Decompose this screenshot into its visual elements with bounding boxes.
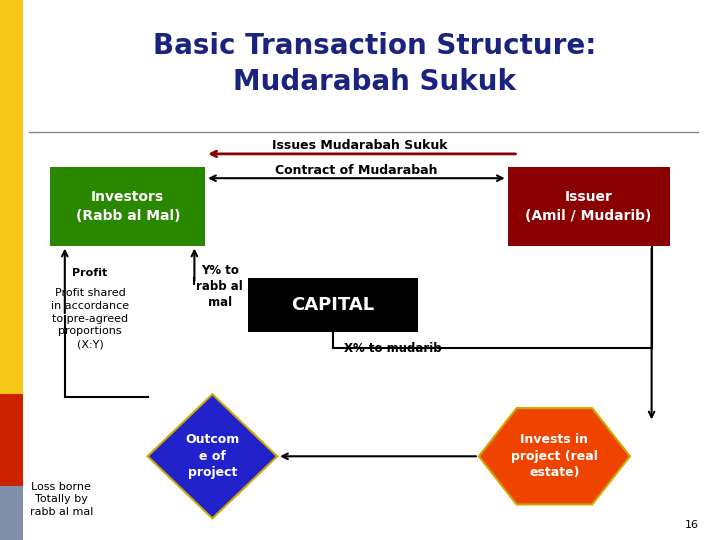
Bar	[50, 167, 205, 246]
Bar	[0, 486, 23, 540]
Text: Basic Transaction Structure:: Basic Transaction Structure:	[153, 32, 596, 60]
Text: Invests in
project (real
estate): Invests in project (real estate)	[511, 433, 598, 480]
Text: 16: 16	[685, 520, 698, 530]
Bar	[248, 278, 418, 332]
Text: Contract of Mudarabah: Contract of Mudarabah	[275, 164, 438, 177]
Text: Investors
(Rabb al Mal): Investors (Rabb al Mal)	[76, 190, 180, 224]
Text: CAPITAL: CAPITAL	[292, 296, 374, 314]
Polygon shape	[479, 408, 630, 504]
Text: Issues Mudarabah Sukuk: Issues Mudarabah Sukuk	[272, 139, 448, 152]
Polygon shape	[148, 394, 277, 518]
Bar	[0, 394, 23, 486]
Text: Loss borne
Totally by
rabb al mal: Loss borne Totally by rabb al mal	[30, 482, 93, 517]
Text: X% to mudarib: X% to mudarib	[343, 342, 441, 355]
Text: Profit shared
in accordance
to pre-agreed
proportions
(X:Y): Profit shared in accordance to pre-agree…	[51, 288, 129, 349]
Text: Issuer
(Amil / Mudarib): Issuer (Amil / Mudarib)	[526, 190, 652, 224]
Bar	[0, 0, 23, 394]
Bar	[508, 167, 670, 246]
Text: Y% to
rabb al
mal: Y% to rabb al mal	[197, 264, 243, 309]
Text: Profit: Profit	[73, 268, 107, 278]
Text: Outcom
e of
project: Outcom e of project	[185, 433, 240, 480]
Text: Mudarabah Sukuk: Mudarabah Sukuk	[233, 68, 516, 96]
